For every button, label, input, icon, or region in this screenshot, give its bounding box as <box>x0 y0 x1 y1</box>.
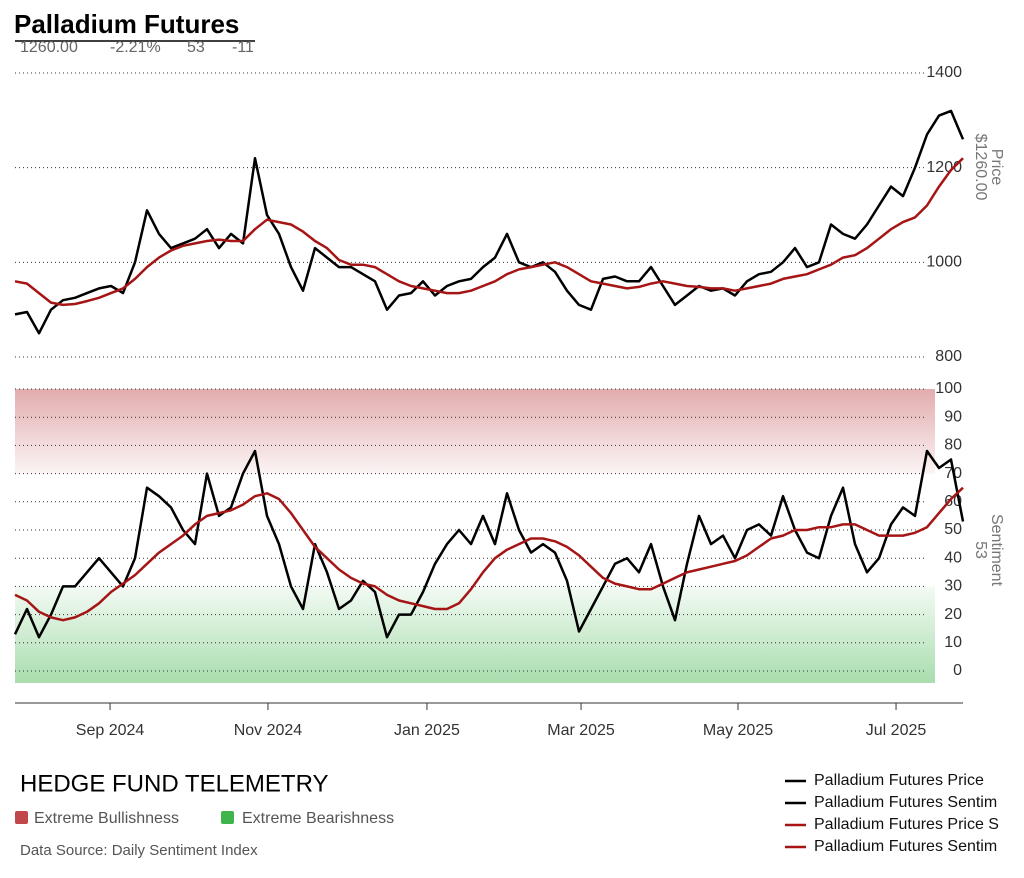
legend-label: Palladium Futures Sentim <box>814 838 997 855</box>
y-tick-label: 1000 <box>926 254 962 271</box>
band-legend-label: Extreme Bearishness <box>242 810 394 827</box>
axis-last-value: $1260.00 <box>972 134 989 201</box>
y-tick-label: 50 <box>944 521 962 538</box>
series-line <box>14 109 965 335</box>
source: Data Source: Daily Sentiment Index <box>20 842 258 859</box>
axis-title: Price <box>988 149 1005 186</box>
x-tick-label: Jan 2025 <box>394 722 460 739</box>
y-tick-label: 80 <box>944 437 962 454</box>
stat: 53 <box>187 39 205 56</box>
y-tick-label: 1400 <box>926 64 962 81</box>
y-tick-label: 10 <box>944 634 962 651</box>
y-tick-label: 100 <box>935 380 962 397</box>
legend-label: Palladium Futures Price <box>814 772 984 789</box>
x-tick-label: Nov 2024 <box>234 722 303 739</box>
y-tick-label: 20 <box>944 606 962 623</box>
y-tick-label: 0 <box>953 662 962 679</box>
x-tick-label: Sep 2024 <box>76 722 145 739</box>
x-tick-label: Jul 2025 <box>866 722 927 739</box>
y-tick-label: 1200 <box>926 159 962 176</box>
band-legend-swatch <box>15 811 28 824</box>
y-tick-label: 90 <box>944 408 962 425</box>
band <box>15 389 935 474</box>
series-line <box>14 157 964 307</box>
band-legend-swatch <box>221 811 234 824</box>
x-tick-label: May 2025 <box>703 722 773 739</box>
y-tick-label: 30 <box>944 578 962 595</box>
band-legend-label: Extreme Bullishness <box>34 810 179 827</box>
series-line <box>14 486 964 622</box>
x-tick-label: Mar 2025 <box>547 722 615 739</box>
axis-last-value: 53 <box>972 541 989 559</box>
band <box>15 586 935 683</box>
brand: HEDGE FUND TELEMETRY <box>20 770 329 797</box>
stat: -11 <box>232 39 254 56</box>
legend-label: Palladium Futures Price S <box>814 816 999 833</box>
series-line <box>13 449 965 639</box>
axis-title: Sentiment <box>988 514 1005 587</box>
y-tick-label: 40 <box>944 549 962 566</box>
title: Palladium Futures <box>14 9 239 39</box>
stat: -2.21% <box>110 39 161 56</box>
y-tick-label: 800 <box>935 348 962 365</box>
stat: 1260.00 <box>20 39 78 56</box>
legend-label: Palladium Futures Sentim <box>814 794 997 811</box>
